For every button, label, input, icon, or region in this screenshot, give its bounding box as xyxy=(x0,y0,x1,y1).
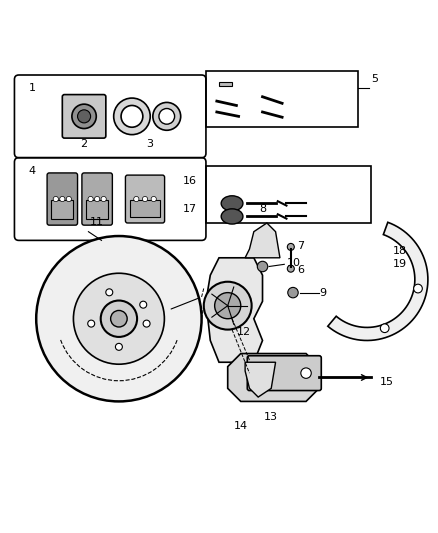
FancyBboxPatch shape xyxy=(62,94,106,138)
Polygon shape xyxy=(245,223,280,258)
Circle shape xyxy=(159,109,175,124)
Circle shape xyxy=(88,197,93,201)
Text: 5: 5 xyxy=(371,75,378,84)
Circle shape xyxy=(66,197,71,201)
Circle shape xyxy=(288,287,298,298)
Circle shape xyxy=(78,110,91,123)
Text: 15: 15 xyxy=(380,377,394,387)
FancyBboxPatch shape xyxy=(247,356,321,391)
Ellipse shape xyxy=(221,209,243,224)
Text: 8: 8 xyxy=(259,204,266,214)
Circle shape xyxy=(301,368,311,378)
Circle shape xyxy=(153,102,181,130)
Circle shape xyxy=(121,106,143,127)
Text: 18: 18 xyxy=(393,246,407,256)
Circle shape xyxy=(111,310,127,327)
Bar xyxy=(86,200,108,220)
Text: 2: 2 xyxy=(81,139,88,149)
Polygon shape xyxy=(245,362,276,397)
Circle shape xyxy=(142,197,148,201)
Text: 12: 12 xyxy=(237,327,251,337)
Circle shape xyxy=(106,289,113,296)
Circle shape xyxy=(215,293,241,319)
Text: 10: 10 xyxy=(286,258,300,268)
Circle shape xyxy=(116,343,122,350)
Circle shape xyxy=(36,236,201,401)
Circle shape xyxy=(74,273,164,364)
Bar xyxy=(206,71,358,127)
Circle shape xyxy=(257,261,268,272)
Text: 16: 16 xyxy=(183,175,197,185)
Circle shape xyxy=(140,301,147,308)
FancyBboxPatch shape xyxy=(47,173,78,225)
Circle shape xyxy=(151,197,156,201)
Circle shape xyxy=(287,265,294,272)
Text: 19: 19 xyxy=(393,260,407,269)
Ellipse shape xyxy=(221,196,243,211)
Circle shape xyxy=(72,104,96,128)
Circle shape xyxy=(287,244,294,251)
Bar xyxy=(130,200,160,217)
Text: 13: 13 xyxy=(264,413,278,422)
Circle shape xyxy=(60,197,65,201)
Circle shape xyxy=(380,324,389,333)
Bar xyxy=(51,200,73,220)
Circle shape xyxy=(101,301,137,337)
Text: 9: 9 xyxy=(319,288,326,297)
Circle shape xyxy=(134,197,139,201)
Polygon shape xyxy=(219,82,232,86)
Text: 11: 11 xyxy=(90,217,104,228)
FancyBboxPatch shape xyxy=(82,173,113,225)
Circle shape xyxy=(257,368,268,378)
Polygon shape xyxy=(206,258,262,362)
Circle shape xyxy=(95,197,100,201)
Text: 7: 7 xyxy=(297,240,304,251)
Bar xyxy=(206,166,371,223)
Circle shape xyxy=(204,282,252,329)
Text: 6: 6 xyxy=(297,264,304,274)
Circle shape xyxy=(114,98,150,135)
Text: 3: 3 xyxy=(146,139,153,149)
Text: 1: 1 xyxy=(28,83,35,93)
Circle shape xyxy=(88,320,95,327)
Circle shape xyxy=(413,284,422,293)
FancyBboxPatch shape xyxy=(125,175,165,223)
Circle shape xyxy=(143,320,150,327)
Circle shape xyxy=(53,197,58,201)
Polygon shape xyxy=(228,353,319,401)
Circle shape xyxy=(101,197,106,201)
Polygon shape xyxy=(328,222,428,341)
Text: 4: 4 xyxy=(28,166,35,176)
Text: 17: 17 xyxy=(183,204,197,214)
Text: 14: 14 xyxy=(234,421,248,431)
